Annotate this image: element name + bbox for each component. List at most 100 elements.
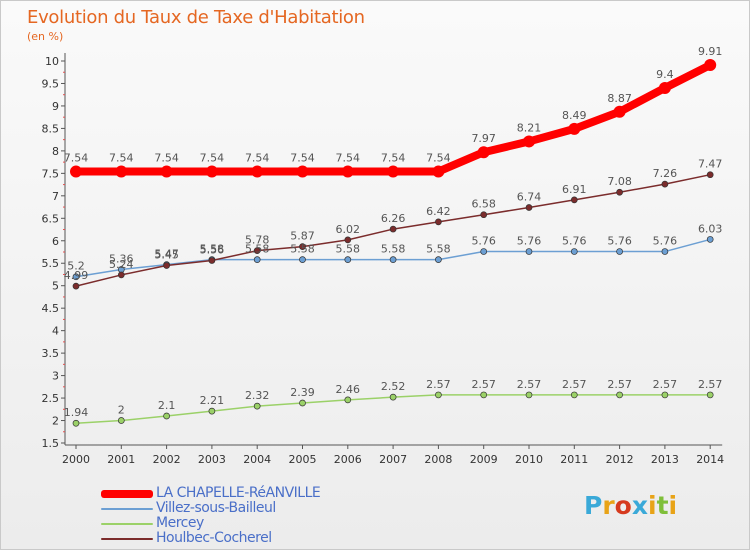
data-point — [251, 165, 264, 178]
chart-title: Evolution du Taux de Taxe d'Habitation — [27, 7, 365, 28]
data-label: 7.54 — [109, 152, 134, 165]
data-label: 2.57 — [653, 378, 678, 391]
data-label: 2 — [118, 404, 125, 417]
data-label: 9.4 — [656, 68, 674, 81]
data-label: 2.57 — [607, 378, 632, 391]
data-point — [616, 188, 623, 196]
data-label: 5.76 — [653, 235, 678, 248]
chart-legend: LA CHAPELLE-RéANVILLE Villez-sous-Baille… — [101, 485, 461, 546]
logo-letter: x — [631, 491, 648, 520]
data-point — [205, 165, 218, 178]
x-tick-label: 2009 — [470, 453, 498, 466]
x-tick-label: 2010 — [515, 453, 543, 466]
data-label: 5.56 — [200, 244, 225, 257]
data-point — [613, 105, 626, 118]
data-label: 5.58 — [336, 243, 361, 256]
data-point — [117, 271, 125, 279]
data-labels-series-0: 7.54 7.54 7.54 7.54 7.54 7.54 7.54 7.54 7.54 7.97… — [64, 45, 723, 165]
x-tick-label: 2003 — [198, 453, 226, 466]
data-label: 4.99 — [64, 269, 89, 282]
data-point — [72, 419, 80, 427]
data-point — [389, 256, 397, 263]
x-tick-label: 2008 — [424, 453, 452, 466]
data-label: 7.54 — [64, 152, 89, 165]
line-chart: 1.522.533.544.555.566.577.588.599.510 20… — [42, 45, 725, 466]
data-label: 5.78 — [245, 234, 270, 247]
y-tick-label: 6 — [52, 235, 59, 248]
proxiti-logo: Proxiti — [584, 491, 677, 520]
data-point — [523, 135, 535, 148]
data-point — [299, 256, 306, 263]
data-point — [115, 165, 128, 178]
data-label: 5.76 — [471, 235, 496, 248]
data-label: 6.42 — [426, 205, 451, 218]
data-label: 9.91 — [698, 45, 723, 58]
data-label: 8.87 — [607, 92, 632, 105]
data-point — [480, 248, 488, 255]
data-label: 7.54 — [336, 152, 361, 165]
y-tick-label: 9.5 — [42, 77, 60, 90]
data-label: 2.21 — [200, 394, 225, 407]
legend-swatch-mercey — [101, 523, 153, 525]
data-point — [477, 146, 490, 159]
legend-item-la-chapelle: LA CHAPELLE-RéANVILLE — [101, 485, 461, 501]
logo-letter: r — [602, 491, 615, 520]
data-point — [160, 165, 173, 178]
x-tick-label: 2013 — [651, 453, 679, 466]
data-labels-series-3: 4.99 5.24 5.45 5.56 5.78 5.87 6.02 6.26 6.42 6.58… — [64, 158, 723, 282]
data-point — [389, 225, 397, 233]
data-point — [570, 196, 578, 204]
data-label: 5.87 — [290, 230, 315, 243]
data-label: 2.57 — [426, 378, 451, 391]
series-layer — [70, 59, 717, 427]
data-point — [570, 391, 578, 399]
x-tick-label: 2011 — [560, 453, 588, 466]
data-point — [570, 248, 578, 255]
x-tick-label: 2012 — [606, 453, 634, 466]
data-point — [525, 248, 533, 255]
logo-letter: t — [656, 491, 669, 520]
data-point — [70, 165, 82, 178]
data-point — [616, 248, 623, 255]
data-point — [253, 256, 261, 263]
y-tick-label: 7 — [52, 190, 59, 203]
data-labels-series-2: 1.94 2 2.1 2.21 2.32 2.39 2.46 2.52 2.57 2.57 2.57… — [64, 378, 723, 419]
data-label: 8.49 — [562, 109, 587, 122]
data-label: 7.54 — [245, 152, 270, 165]
legend-swatch-houlbec — [101, 538, 153, 540]
y-tick-label: 3 — [52, 370, 59, 383]
data-labels-series-1: 5.2 5.36 5.47 5.58 5.58 5.58 5.58 5.58 5.58 5.76 5… — [67, 222, 722, 272]
data-point — [435, 256, 442, 263]
y-tick-label: 5.5 — [42, 257, 60, 270]
y-tick-label: 4 — [52, 325, 59, 338]
y-axis-tick-labels: 1.5 2 2.5 3 3.5 4 4.5 5 5.5 6 6.5 7 7.5 8 8.5 9 9.5 10 — [42, 55, 60, 450]
y-tick-label: 7.5 — [42, 167, 60, 180]
legend-item-villez: Villez-sous-Bailleul — [101, 500, 461, 516]
data-label: 6.74 — [517, 191, 542, 204]
data-point — [706, 236, 714, 243]
chart-unit-label: (en %) — [27, 30, 64, 43]
series-0 — [70, 59, 717, 178]
data-label: 5.24 — [109, 258, 134, 271]
data-point — [253, 402, 261, 410]
data-label: 5.2 — [67, 260, 85, 273]
data-point — [344, 256, 352, 263]
y-tick-label: 4.5 — [42, 302, 60, 315]
y-tick-label: 6.5 — [42, 212, 60, 225]
data-label: 7.54 — [154, 152, 179, 165]
x-tick-label: 2002 — [153, 453, 181, 466]
data-point — [341, 165, 354, 178]
data-label: 5.58 — [245, 243, 270, 256]
legend-label-la-chapelle: LA CHAPELLE-RéANVILLE — [156, 485, 321, 501]
data-point — [661, 391, 669, 399]
data-label: 5.47 — [154, 248, 179, 261]
data-point — [706, 391, 714, 399]
series-1 — [72, 236, 714, 281]
data-point — [661, 180, 669, 188]
x-tick-label: 2004 — [243, 453, 271, 466]
data-point — [299, 243, 306, 250]
data-point — [658, 81, 671, 94]
y-tick-label: 8.5 — [42, 122, 60, 135]
data-label: 7.54 — [290, 152, 315, 165]
data-point — [163, 262, 170, 269]
